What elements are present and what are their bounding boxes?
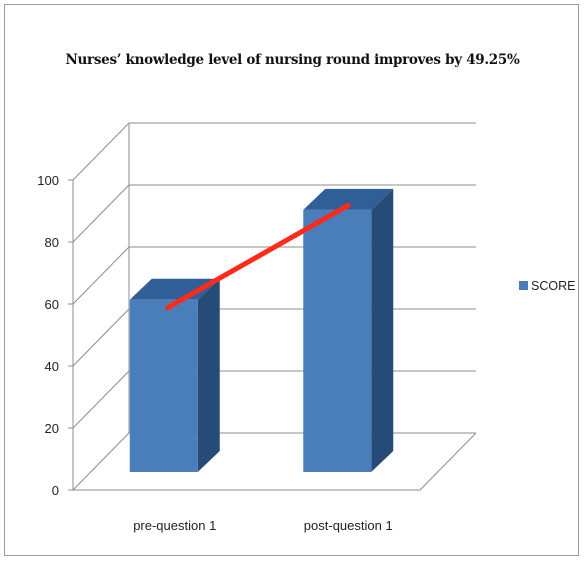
bar-top [303,188,394,210]
gridline-side [72,370,130,429]
y-tick-label: 0 [52,483,59,498]
floor-outline [73,432,477,491]
bar [303,209,372,472]
bar-side [197,278,220,472]
trend-line [165,202,351,311]
y-tick-label: 40 [45,359,59,374]
gridline-side [72,432,130,491]
chart-title: Nurses’ knowledge level of nursing round… [65,52,520,68]
y-axis: 0 20 40 60 80 100 [37,173,73,498]
gridline-side [72,184,130,243]
x-tick-label: pre-question 1 [133,518,216,533]
gridline-side [72,122,130,181]
bar-top [129,278,220,300]
y-tick-label: 60 [45,297,59,312]
bar [129,299,198,472]
y-tick-label: 100 [37,173,59,188]
trend-line-group [165,202,351,311]
legend: SCORE [519,279,575,293]
bars [129,188,394,472]
gridline-side [72,246,130,305]
y-tick-label: 20 [45,421,59,436]
x-axis: pre-question 1 post-question 1 [133,518,393,533]
chart-walls [72,123,130,490]
chart-frame [4,4,579,556]
gridline-side [72,308,130,367]
x-tick-label: post-question 1 [304,518,393,533]
bar-side [371,188,394,472]
y-tick-label: 80 [45,235,59,250]
legend-label: SCORE [531,279,575,293]
legend-swatch [519,281,528,290]
